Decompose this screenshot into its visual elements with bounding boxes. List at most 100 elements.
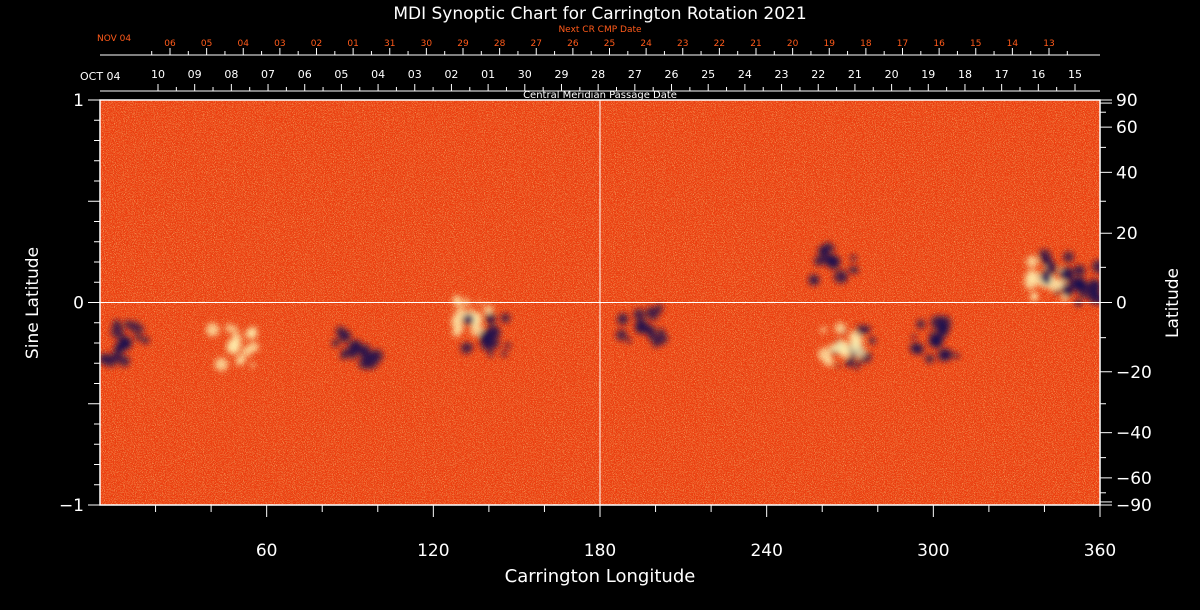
region-core <box>826 255 841 269</box>
region-speck <box>1024 276 1037 290</box>
cmp-date-label: 22 <box>811 68 825 81</box>
cmp-date-label: 25 <box>701 68 715 81</box>
region-speck <box>655 332 668 345</box>
x-tick-label: 360 <box>1084 541 1116 561</box>
next-cr-date-label: 19 <box>824 39 836 49</box>
region-speck <box>1045 262 1058 275</box>
next-cr-date-label: 28 <box>494 39 506 49</box>
region-speck <box>1088 290 1100 305</box>
region-speck <box>626 337 632 344</box>
cmp-first-label: OCT 04 <box>80 70 121 83</box>
cmp-date-label: 15 <box>1068 68 1082 81</box>
region-speck <box>842 275 848 281</box>
region-speck <box>633 308 646 321</box>
y-left-axis-label: Sine Latitude <box>23 247 43 359</box>
region-core <box>1087 279 1100 294</box>
active-region-negative <box>909 315 960 364</box>
active-region-negative <box>615 304 668 348</box>
x-tick-label: 300 <box>917 541 949 561</box>
region-speck <box>853 363 860 370</box>
region-speck <box>617 313 629 326</box>
x-axis-ticks <box>155 505 1101 517</box>
region-speck <box>868 336 876 345</box>
next-cr-date-label: 26 <box>567 39 579 49</box>
region-speck <box>485 315 492 323</box>
region-speck <box>1107 274 1120 287</box>
region-speck <box>1030 293 1039 302</box>
cmp-date-label: 07 <box>261 68 275 81</box>
region-speck <box>829 245 836 252</box>
active-region-negative <box>1069 259 1120 307</box>
y-right-tick-label: 90 <box>1116 91 1138 111</box>
region-speck <box>654 304 664 313</box>
x-axis-label: Carrington Longitude <box>505 566 696 587</box>
region-speck <box>847 360 853 366</box>
region-speck <box>250 362 256 368</box>
y-right-tick-label: −90 <box>1116 496 1152 516</box>
region-speck <box>478 301 483 306</box>
region-speck <box>820 244 830 255</box>
next-cr-date-label: 18 <box>860 39 872 49</box>
region-speck <box>615 329 628 341</box>
region-speck <box>1102 269 1111 278</box>
region-speck <box>232 326 239 333</box>
cmp-date-label: 17 <box>995 68 1009 81</box>
next-cr-date-label: 02 <box>311 39 322 49</box>
region-speck <box>850 265 859 275</box>
region-speck <box>500 313 511 323</box>
cmp-date-label: 28 <box>591 68 605 81</box>
region-speck <box>820 326 827 334</box>
cmp-date-label: 05 <box>334 68 348 81</box>
region-core <box>1059 267 1074 282</box>
region-speck <box>851 334 864 347</box>
region-speck <box>141 336 150 345</box>
region-core <box>226 340 241 355</box>
region-speck <box>813 256 825 267</box>
region-speck <box>205 323 220 337</box>
cmp-date-label: 26 <box>665 68 679 81</box>
cmp-date-label: 04 <box>371 68 385 81</box>
region-speck <box>811 277 818 284</box>
y-right-tick-label: 40 <box>1116 163 1138 183</box>
next-cr-date-label: 24 <box>640 39 652 49</box>
cmp-date-label: 29 <box>554 68 568 81</box>
next-cr-date-label: 04 <box>238 39 250 49</box>
active-region-negative <box>331 326 384 370</box>
y-right-ticks: 90 60 40 20 0 −20 −40 −60 −90 <box>1100 91 1152 516</box>
cmp-date-label: 06 <box>298 68 312 81</box>
y-left-tick-label: −1 <box>59 496 84 516</box>
next-cr-date-label: 22 <box>714 39 725 49</box>
region-speck <box>452 295 462 305</box>
region-speck <box>501 350 508 357</box>
next-cr-date-label: 25 <box>604 39 615 49</box>
region-speck <box>930 315 945 330</box>
active-region-positive <box>205 323 259 372</box>
next-cr-date-label: 01 <box>347 39 358 49</box>
region-speck <box>1073 264 1086 277</box>
cmp-date-label: 23 <box>775 68 789 81</box>
region-speck <box>911 334 917 340</box>
cmp-date-label: 09 <box>188 68 202 81</box>
next-cr-date-label: 03 <box>274 39 285 49</box>
region-speck <box>341 348 351 357</box>
y-left-tick-label: 1 <box>73 91 84 111</box>
next-cr-date-label: 20 <box>787 39 799 49</box>
region-speck <box>129 321 141 333</box>
region-speck <box>834 322 846 334</box>
region-speck <box>369 349 384 363</box>
active-region-negative <box>808 242 859 286</box>
region-speck <box>1042 276 1051 286</box>
region-speck <box>134 333 142 341</box>
x-tick-label: 240 <box>750 541 782 561</box>
region-speck <box>1029 268 1035 275</box>
region-core <box>479 329 494 344</box>
cmp-date-label: 30 <box>518 68 532 81</box>
next-cr-date-label: 21 <box>750 39 761 49</box>
region-speck <box>846 349 852 355</box>
cmp-axis-label: Central Meridian Passage Date <box>523 90 677 101</box>
region-speck <box>214 357 229 372</box>
region-speck <box>104 353 118 368</box>
region-speck <box>1107 264 1113 270</box>
cmp-date-label: 20 <box>885 68 899 81</box>
cmp-date-label: 02 <box>444 68 458 81</box>
